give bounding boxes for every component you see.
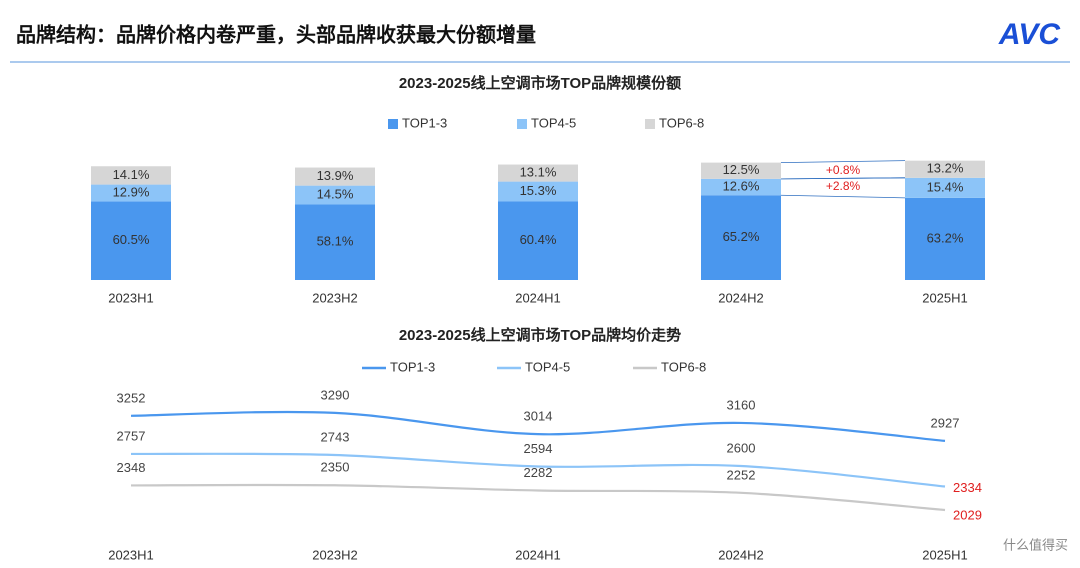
value-label: 13.9%: [317, 168, 354, 183]
value-label: 12.9%: [113, 184, 150, 199]
value-label: 3160: [727, 397, 756, 412]
value-label: 63.2%: [927, 230, 964, 245]
value-label: 3252: [117, 390, 146, 405]
value-label: 2927: [931, 415, 960, 430]
x-tick-label: 2023H1: [108, 290, 154, 305]
x-tick-label: 2024H2: [718, 290, 764, 305]
bar-segment: [295, 204, 375, 280]
value-label: 3290: [321, 387, 350, 402]
value-label: 60.5%: [113, 232, 150, 247]
bar-segment: [498, 164, 578, 182]
value-label: 2334: [953, 480, 982, 495]
value-label: 13.1%: [520, 165, 557, 180]
bar-segment: [905, 177, 985, 198]
bar-segment: [701, 195, 781, 280]
series-line: [130, 483, 946, 512]
value-label: 2348: [117, 460, 146, 475]
x-tick-label: 2023H2: [312, 547, 358, 562]
legend-swatch: [388, 119, 398, 129]
connector: [780, 160, 906, 164]
value-label: 15.4%: [927, 179, 964, 194]
value-label: 2743: [321, 429, 350, 444]
value-label: 60.4%: [520, 232, 557, 247]
value-label: 2029: [953, 507, 982, 522]
value-label: 3014: [524, 409, 553, 424]
annotation: +2.8%: [826, 179, 861, 193]
x-tick-label: 2025H1: [922, 290, 968, 305]
value-label: 2252: [727, 467, 756, 482]
annotation: +0.8%: [826, 163, 861, 177]
connector: [780, 177, 906, 180]
legend-label: TOP1-3: [390, 359, 435, 374]
value-label: 2350: [321, 460, 350, 475]
value-label: 2282: [524, 465, 553, 480]
value-label: 12.6%: [723, 178, 760, 193]
x-tick-label: 2024H1: [515, 290, 561, 305]
legend-label: TOP6-8: [659, 115, 704, 130]
bar-segment: [91, 184, 171, 202]
bar-segment: [498, 181, 578, 202]
x-tick-label: 2023H1: [108, 547, 154, 562]
value-label: 14.1%: [113, 167, 150, 182]
x-tick-label: 2025H1: [922, 547, 968, 562]
series-line: [130, 410, 946, 442]
x-tick-label: 2024H2: [718, 547, 764, 562]
bar-segment: [905, 160, 985, 178]
bar-segment: [498, 201, 578, 280]
value-label: 65.2%: [723, 229, 760, 244]
bar-segment: [91, 166, 171, 185]
value-label: 12.5%: [723, 162, 760, 177]
value-label: 15.3%: [520, 183, 557, 198]
legend-swatch: [517, 119, 527, 129]
value-label: 14.5%: [317, 186, 354, 201]
x-tick-label: 2024H1: [515, 547, 561, 562]
legend-label: TOP6-8: [661, 359, 706, 374]
legend-swatch: [645, 119, 655, 129]
x-tick-label: 2023H2: [312, 290, 358, 305]
chart-title: 2023-2025线上空调市场TOP品牌均价走势: [399, 326, 681, 344]
bar-segment: [295, 167, 375, 186]
bar-segment: [91, 201, 171, 280]
footer-text: 什么值得买: [1003, 537, 1068, 552]
chart-title: 2023-2025线上空调市场TOP品牌规模份额: [399, 74, 681, 92]
connector: [780, 194, 906, 199]
bar-segment: [295, 185, 375, 205]
page-title: 品牌结构：品牌价格内卷严重，头部品牌收获最大份额增量: [16, 22, 536, 46]
value-label: 13.2%: [927, 161, 964, 176]
logo: AVC: [998, 18, 1061, 51]
bar-segment: [701, 162, 781, 179]
value-label: 2594: [524, 441, 553, 456]
value-label: 2757: [117, 428, 146, 443]
bar-segment: [905, 197, 985, 280]
bar-segment: [701, 178, 781, 196]
series-line: [130, 452, 946, 488]
legend-label: TOP1-3: [402, 115, 447, 130]
value-label: 58.1%: [317, 234, 354, 249]
value-label: 2600: [727, 440, 756, 455]
legend-label: TOP4-5: [531, 115, 576, 130]
legend-label: TOP4-5: [525, 359, 570, 374]
